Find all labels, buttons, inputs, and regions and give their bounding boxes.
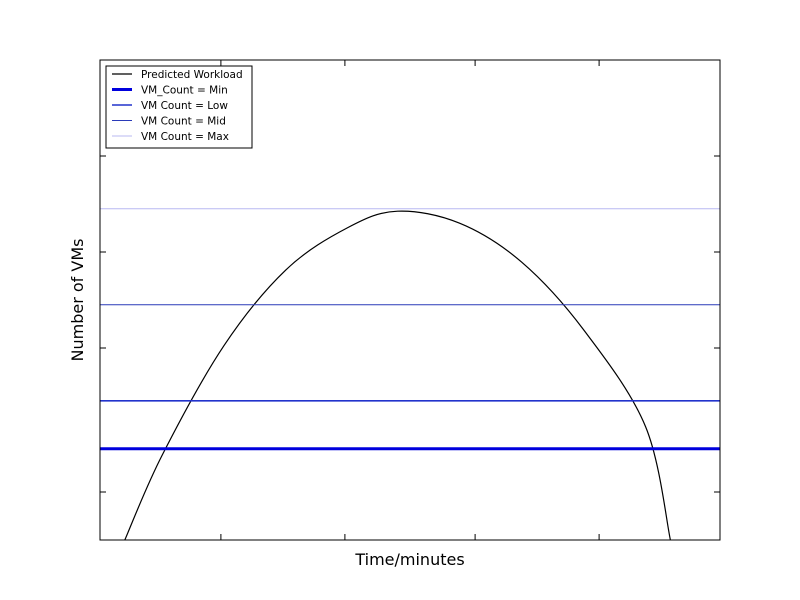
y-axis-label: Number of VMs xyxy=(68,239,87,362)
series-line-predicted-workload xyxy=(124,210,671,540)
legend-label-predicted-workload: Predicted Workload xyxy=(141,69,243,81)
legend-label-vm-count-low: VM Count = Low xyxy=(141,100,228,112)
series-layer xyxy=(100,208,720,540)
plot-frame xyxy=(99,59,721,541)
legend-label-vm-count-mid: VM Count = Mid xyxy=(141,115,226,127)
legend-items: Predicted Workload VM_Count = Min VM Count… xyxy=(112,69,243,143)
legend-label-vm-count-min: VM_Count = Min xyxy=(141,84,228,96)
legend-frame xyxy=(105,65,253,149)
legend-label-vm-count-max: VM Count = Max xyxy=(141,131,229,143)
x-axis-label: Time/minutes xyxy=(354,550,464,569)
tick-layer xyxy=(100,59,720,540)
legend: Predicted Workload VM_Count = Min VM Count… xyxy=(105,65,253,149)
